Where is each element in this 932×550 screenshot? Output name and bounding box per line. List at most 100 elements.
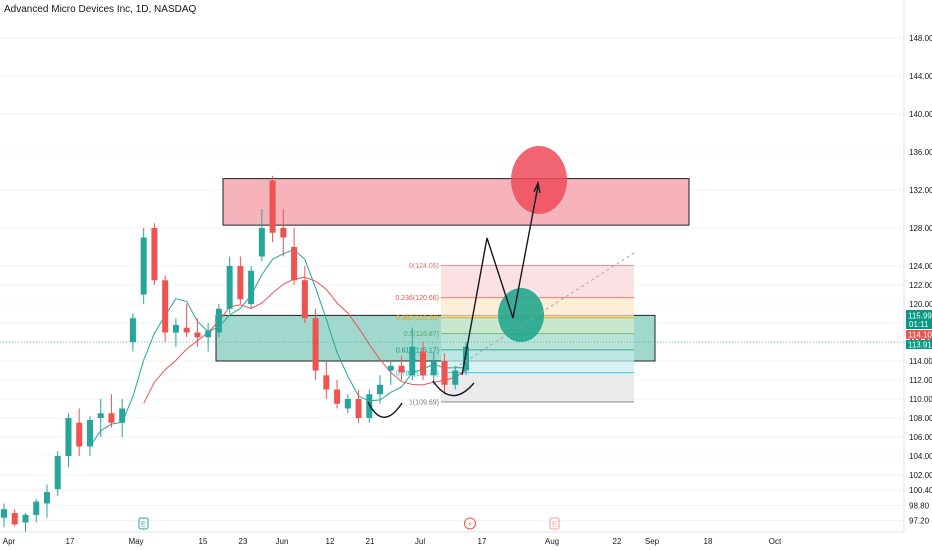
level-tag-1: 114.10	[908, 331, 932, 340]
candle	[11, 509, 18, 527]
candle	[215, 304, 222, 338]
candle	[108, 394, 115, 428]
y-tick-label: 102.00	[909, 471, 932, 480]
x-tick-label: 21	[366, 537, 375, 546]
y-tick-label: 98.80	[909, 501, 930, 510]
candle	[280, 209, 287, 257]
time-axis[interactable]: Apr 17 May 15 23 Jun 12 21 Jul 17 Aug 22 Sep 18 Oct	[0, 531, 904, 546]
split-icon-glyph: ⚡	[468, 521, 473, 529]
last-price-tag-bg	[906, 310, 932, 329]
y-tick-label: 106.00	[909, 433, 932, 442]
candle	[97, 399, 104, 437]
candle	[226, 256, 233, 314]
event-icons[interactable]: E ⚡ E	[138, 517, 560, 530]
x-tick-label: 12	[326, 537, 335, 546]
x-tick-label: 22	[613, 537, 622, 546]
last-price-tag: 115.99	[908, 312, 932, 321]
candle	[398, 356, 405, 380]
earnings-icon[interactable]	[138, 517, 149, 530]
projection-path[interactable]	[461, 185, 539, 376]
candle	[22, 513, 29, 532]
candle	[409, 327, 416, 380]
fib-level-label: 0.618(115.17)	[396, 347, 439, 354]
level-tag-2: 113.91	[908, 341, 932, 350]
fib-level-label: 0.5(116.87)	[404, 331, 439, 338]
x-tick-label: 15	[199, 537, 208, 546]
candle	[54, 451, 61, 496]
candle	[248, 266, 255, 309]
candle	[323, 361, 330, 399]
x-tick-label: May	[128, 537, 143, 546]
y-tick-label: 136.00	[909, 148, 932, 157]
y-tick-label: 140.00	[909, 110, 932, 119]
candle	[355, 389, 362, 423]
candle	[151, 223, 158, 285]
candle	[183, 304, 190, 338]
candle	[269, 175, 276, 243]
fib-level-label: 0(124.05)	[409, 263, 439, 270]
candle	[129, 313, 136, 352]
candle	[172, 318, 179, 347]
drawings[interactable]	[367, 146, 635, 418]
countdown-tag: 01:11	[909, 320, 929, 329]
y-tick-label: 122.00	[909, 281, 932, 290]
y-tick-label: 104.00	[909, 452, 932, 461]
y-tick-label: 132.00	[909, 186, 932, 195]
candle	[86, 416, 93, 456]
level-tag-2-bg	[906, 340, 932, 349]
candle	[119, 399, 126, 437]
x-tick-label: Aug	[545, 537, 559, 546]
candle	[258, 209, 265, 262]
level-tag-1-bg	[906, 330, 932, 339]
cup-curve-1	[367, 401, 403, 418]
x-tick-label: Oct	[769, 537, 782, 546]
earnings-icon-glyph: E	[141, 522, 146, 529]
price-axis[interactable]: 97.20 98.80 100.40 102.00 104.00 106.00 108.00…	[903, 0, 932, 532]
x-tick-label: Apr	[3, 537, 16, 546]
moving-average-fast	[89, 249, 466, 447]
y-tick-label: 100.40	[909, 486, 932, 495]
entry-ellipse-green[interactable]	[498, 288, 544, 342]
candle	[162, 275, 169, 342]
candle	[312, 308, 319, 380]
chart-title: Advanced Micro Devices Inc, 1D, NASDAQ	[4, 4, 197, 15]
candle	[334, 380, 341, 409]
split-icon[interactable]	[464, 517, 476, 530]
candles	[1, 175, 469, 532]
target-ellipse-red[interactable]	[511, 146, 567, 214]
price-tags: 115.99 01:11 114.10 113.91	[906, 310, 932, 350]
candle	[463, 342, 469, 376]
fib-retracement[interactable]: 0(124.05) 0.236(120.66) 0.382(118.56) 0.5(1…	[395, 263, 634, 406]
x-tick-label: Sep	[645, 537, 660, 546]
earnings-icon-upcoming-glyph: E	[552, 522, 557, 529]
y-tick-label: 112.00	[909, 376, 932, 385]
earnings-icon-upcoming[interactable]	[549, 517, 560, 530]
y-tick-label: 110.00	[909, 395, 932, 404]
y-tick-label: 128.00	[909, 224, 932, 233]
x-tick-label: Jul	[415, 537, 425, 546]
candle	[366, 389, 373, 423]
fib-band	[441, 265, 634, 298]
candle	[430, 351, 437, 385]
x-tick-label: Jun	[276, 537, 289, 546]
y-tick-label: 97.20	[909, 517, 930, 526]
candle	[65, 413, 72, 468]
resistance-zone[interactable]	[222, 178, 690, 226]
price-zones	[215, 178, 690, 362]
candle	[301, 266, 308, 323]
fib-level-label: 1(109.69)	[409, 399, 439, 406]
candle	[420, 342, 427, 380]
candle	[344, 394, 351, 414]
fib-level-label: 0.382(118.56)	[396, 315, 439, 322]
arrow-head	[533, 180, 541, 194]
cup-curve-2	[432, 380, 475, 397]
y-tick-label: 124.00	[909, 262, 932, 271]
x-tick-label: 17	[66, 537, 75, 546]
y-tick-label: 120.00	[909, 300, 932, 309]
candle	[43, 484, 50, 518]
y-tick-label: 144.00	[909, 72, 932, 81]
candle	[377, 375, 384, 404]
y-tick-label: 148.00	[909, 34, 932, 43]
candle	[194, 318, 201, 347]
